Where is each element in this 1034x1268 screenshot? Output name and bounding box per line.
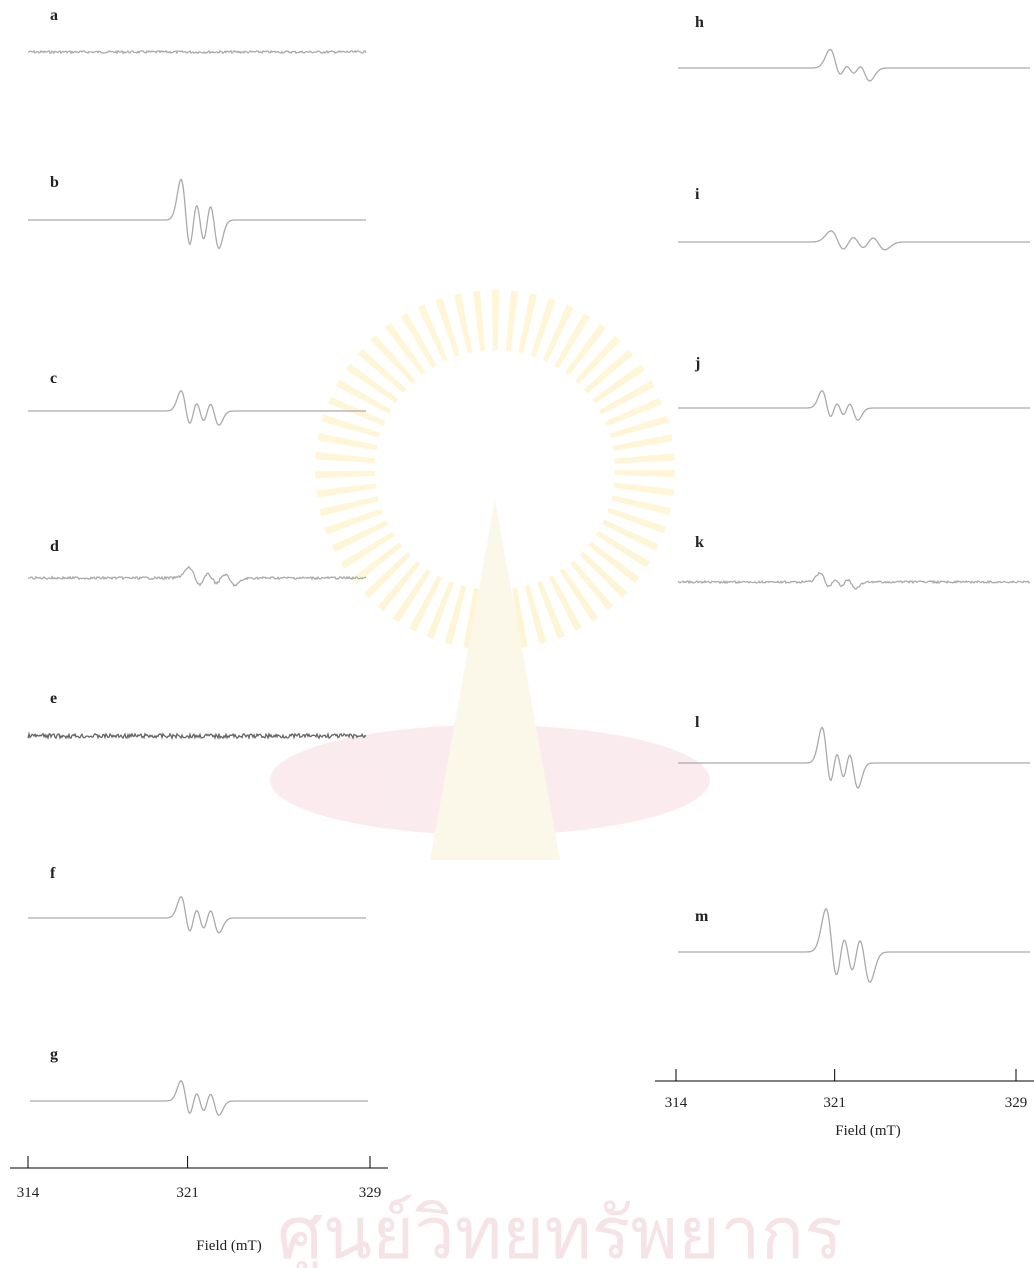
spectrum-trace (28, 391, 366, 426)
x-axis-label: Field (mT) (196, 1238, 261, 1254)
spectrum-trace (28, 179, 366, 248)
spectrum-trace (678, 391, 1030, 421)
x-tick-label: 329 (1005, 1095, 1028, 1111)
spectrum-trace (28, 897, 366, 933)
spectrum-trace (678, 573, 1030, 590)
x-tick-label: 321 (823, 1095, 846, 1111)
panel-label: l (695, 714, 700, 731)
watermark-text: ศูนย์วิทยทรัพยากร (277, 1191, 843, 1268)
figure: ศูนย์วิทยทรัพยากร a b c d e f g h i j k l m 314 321 329… (0, 0, 1034, 1268)
spectrum-trace (678, 50, 1030, 82)
spectrum-trace (678, 727, 1030, 788)
x-tick-label: 321 (176, 1185, 199, 1201)
panel-label: a (50, 7, 58, 24)
watermark-emblem (270, 320, 710, 860)
panel-label: e (50, 690, 57, 707)
panel-label: m (695, 908, 709, 925)
spectrum-trace (28, 51, 366, 53)
panel-label: d (50, 538, 59, 555)
x-axis-label: Field (mT) (835, 1123, 900, 1139)
spectrum-trace (28, 734, 366, 738)
panel-label: k (695, 534, 704, 551)
panel-label: b (50, 174, 59, 191)
spectrum-trace (678, 909, 1030, 983)
spectrum-trace (28, 567, 366, 586)
x-tick-label: 329 (359, 1185, 382, 1201)
panel-label: i (695, 186, 700, 203)
panel-label: f (50, 865, 56, 882)
panel-label: g (50, 1046, 58, 1063)
spectrum-trace (678, 231, 1030, 250)
x-tick-label: 314 (17, 1185, 40, 1201)
panel-label: c (50, 370, 57, 387)
spectrum-trace (30, 1081, 368, 1116)
x-tick-label: 314 (665, 1095, 688, 1111)
panel-label: h (695, 14, 704, 31)
panel-label: j (694, 355, 700, 372)
